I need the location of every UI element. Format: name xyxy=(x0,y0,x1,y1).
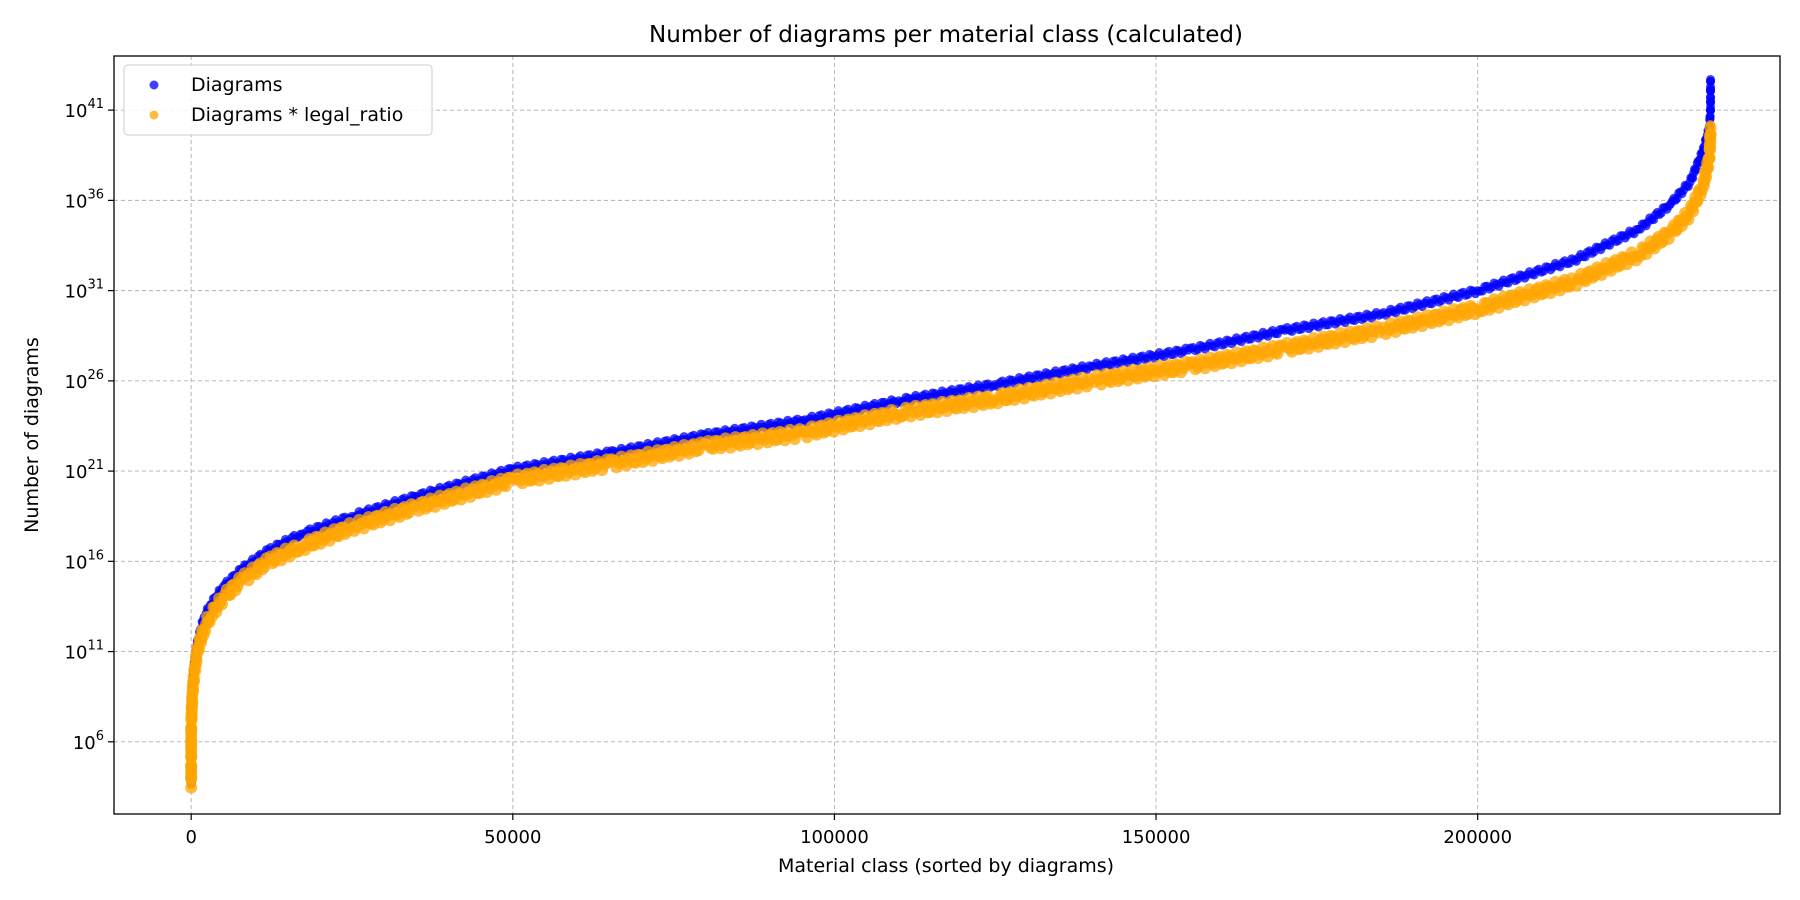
y-axis-ticks: 106 1011 1016 1021 1026 1031 1036 1041 xyxy=(65,97,114,754)
y-tick-label: 1041 xyxy=(65,97,104,122)
legend-label-diagrams: Diagrams xyxy=(191,74,282,96)
data-points xyxy=(185,74,1717,794)
data-point xyxy=(187,684,200,697)
y-tick-label: 1016 xyxy=(65,548,104,573)
data-point xyxy=(215,598,228,611)
data-point xyxy=(1683,182,1693,192)
data-point xyxy=(1704,121,1717,134)
data-point xyxy=(186,696,199,709)
series-diagrams xyxy=(186,74,1716,788)
y-tick-label: 1036 xyxy=(65,187,104,212)
data-point xyxy=(185,734,198,747)
chart-title: Number of diagrams per material class (c… xyxy=(649,22,1243,48)
legend-marker-diagrams xyxy=(149,80,159,90)
data-point xyxy=(1702,161,1715,174)
legend-marker-legal-ratio xyxy=(149,110,159,120)
data-point xyxy=(185,723,198,736)
y-tick-label: 1021 xyxy=(65,458,104,483)
x-tick-label: 0 xyxy=(185,827,196,848)
legend-label-legal-ratio: Diagrams * legal_ratio xyxy=(191,104,403,126)
y-tick-label: 1031 xyxy=(65,278,104,303)
x-tick-label: 50000 xyxy=(484,827,541,848)
y-tick-label: 1011 xyxy=(65,639,104,664)
grid xyxy=(114,56,1780,814)
data-point xyxy=(185,781,198,794)
x-axis-label: Material class (sorted by diagrams) xyxy=(778,855,1114,877)
data-point xyxy=(187,673,200,686)
y-tick-label: 106 xyxy=(73,729,104,754)
y-axis-label: Number of diagrams xyxy=(21,337,43,533)
data-point xyxy=(1662,232,1675,245)
plot-frame xyxy=(113,55,1781,815)
x-tick-label: 200000 xyxy=(1443,827,1512,848)
legend-box xyxy=(123,64,433,136)
y-tick-label: 1026 xyxy=(65,368,104,393)
x-tick-label: 150000 xyxy=(1122,827,1191,848)
legend: Diagrams Diagrams * legal_ratio xyxy=(123,64,433,136)
data-point xyxy=(1706,77,1716,87)
series-legal-ratio xyxy=(185,120,1717,794)
x-axis-ticks: 0 50000 100000 150000 200000 xyxy=(185,814,1512,848)
x-tick-label: 100000 xyxy=(800,827,869,848)
